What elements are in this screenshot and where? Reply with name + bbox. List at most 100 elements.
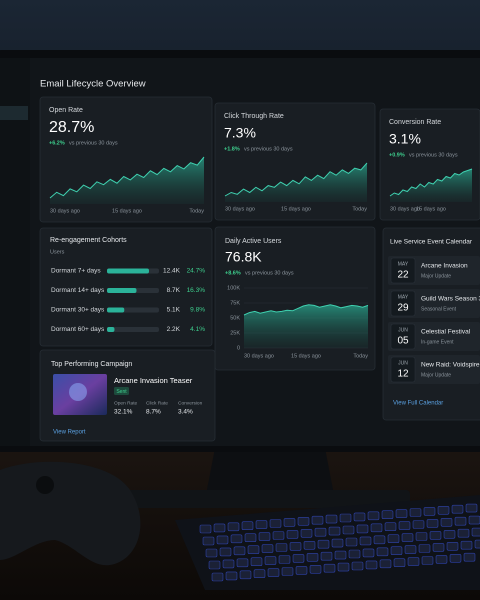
key xyxy=(317,539,330,549)
key xyxy=(320,551,333,561)
cohort-name: Dormant 7+ days xyxy=(51,268,101,275)
metric-label: Click Through Rate xyxy=(224,113,284,120)
campaign-link[interactable]: View Report xyxy=(53,430,86,436)
card xyxy=(39,349,216,442)
key xyxy=(286,530,299,539)
trend-line xyxy=(49,156,205,199)
cohort-name: Dormant 30+ days xyxy=(51,307,105,314)
key xyxy=(457,528,470,538)
card-title: Re-engagement Cohorts xyxy=(50,237,127,244)
key xyxy=(426,519,439,528)
cohort-rate: 16.3% xyxy=(187,287,206,294)
metric-change: +6.2% xyxy=(49,140,65,146)
key xyxy=(227,522,240,532)
key xyxy=(465,503,478,513)
trend-area xyxy=(50,157,204,204)
event-title: Guild Wars Season 3 xyxy=(421,296,480,303)
key xyxy=(435,555,448,564)
event-date-box xyxy=(390,257,416,284)
cohort-rate: 9.8% xyxy=(190,307,205,314)
key xyxy=(454,516,467,526)
key xyxy=(460,540,473,550)
key xyxy=(423,507,436,516)
key xyxy=(258,532,271,541)
key xyxy=(278,555,291,564)
calendar-link[interactable]: View Full Calendar xyxy=(393,401,443,407)
event-day: 29 xyxy=(397,303,409,314)
key xyxy=(407,557,420,566)
axis-label: Today xyxy=(189,208,204,214)
key xyxy=(334,550,347,560)
key xyxy=(331,538,344,548)
keyboard-keys xyxy=(199,503,480,582)
monitor-stand xyxy=(205,448,335,500)
key xyxy=(390,546,403,556)
card-title: Top Performing Campaign xyxy=(51,361,132,368)
event-day: 12 xyxy=(397,369,409,380)
key xyxy=(342,525,355,535)
cohort-users: 2.2K xyxy=(167,326,181,333)
campaign-status: Sent xyxy=(116,389,127,395)
key xyxy=(253,569,266,579)
metric-value: 3.1% xyxy=(389,131,421,147)
stat-value: 3.4% xyxy=(178,409,193,416)
cohort-bar xyxy=(107,307,125,313)
axis-label: 15 days ago xyxy=(291,353,321,359)
key xyxy=(219,547,232,557)
key xyxy=(300,528,313,538)
key xyxy=(205,548,218,558)
sidebar xyxy=(0,58,30,446)
y-tick-label: 100K xyxy=(227,285,240,291)
key xyxy=(247,545,260,555)
event-tag: Major Update xyxy=(421,372,451,378)
key xyxy=(471,527,480,537)
cohort-name: Dormant 60+ days xyxy=(51,326,105,333)
key xyxy=(275,543,288,552)
key xyxy=(449,553,462,563)
stat-label: Open Rate xyxy=(114,400,138,406)
key xyxy=(239,570,252,580)
campaign-name: Arcane Invasion Teaser xyxy=(114,376,193,385)
stat-value: 32.1% xyxy=(114,409,133,416)
key xyxy=(222,559,235,569)
key xyxy=(323,563,336,573)
key xyxy=(398,521,411,530)
card xyxy=(39,227,213,347)
event-date-box xyxy=(390,323,416,350)
event-month: MAY xyxy=(398,294,409,300)
key xyxy=(339,513,352,523)
key xyxy=(337,562,350,572)
cohort-bar xyxy=(107,288,137,293)
key xyxy=(387,534,400,544)
key xyxy=(283,518,296,527)
axis-label: 15 days ago xyxy=(112,208,142,214)
cohort-users: 12.4K xyxy=(163,268,181,275)
key xyxy=(415,532,428,541)
event-title: Arcane Invasion xyxy=(421,263,468,270)
metric-change-note: vs previous 30 days xyxy=(409,152,458,158)
metric-change-note: vs previous 30 days xyxy=(245,270,294,276)
y-tick-label: 50K xyxy=(230,315,240,321)
key xyxy=(303,540,316,550)
key xyxy=(356,524,369,534)
key xyxy=(432,543,445,552)
key xyxy=(421,556,434,565)
key xyxy=(199,524,212,534)
key xyxy=(370,523,383,533)
key xyxy=(440,517,453,527)
key xyxy=(418,544,431,553)
key xyxy=(236,558,249,568)
metric-label: Daily Active Users xyxy=(225,238,282,245)
key xyxy=(379,559,392,569)
event-date-box xyxy=(390,290,416,317)
monitor-base xyxy=(120,490,410,508)
key xyxy=(261,544,274,553)
key xyxy=(244,533,257,543)
cohort-track xyxy=(107,327,159,332)
key xyxy=(255,520,268,529)
key xyxy=(345,537,358,547)
key xyxy=(213,523,226,533)
axis-label: 30 days ago xyxy=(225,206,255,212)
axis-label: 15 days ago xyxy=(416,206,446,212)
event-day: 05 xyxy=(397,336,409,347)
